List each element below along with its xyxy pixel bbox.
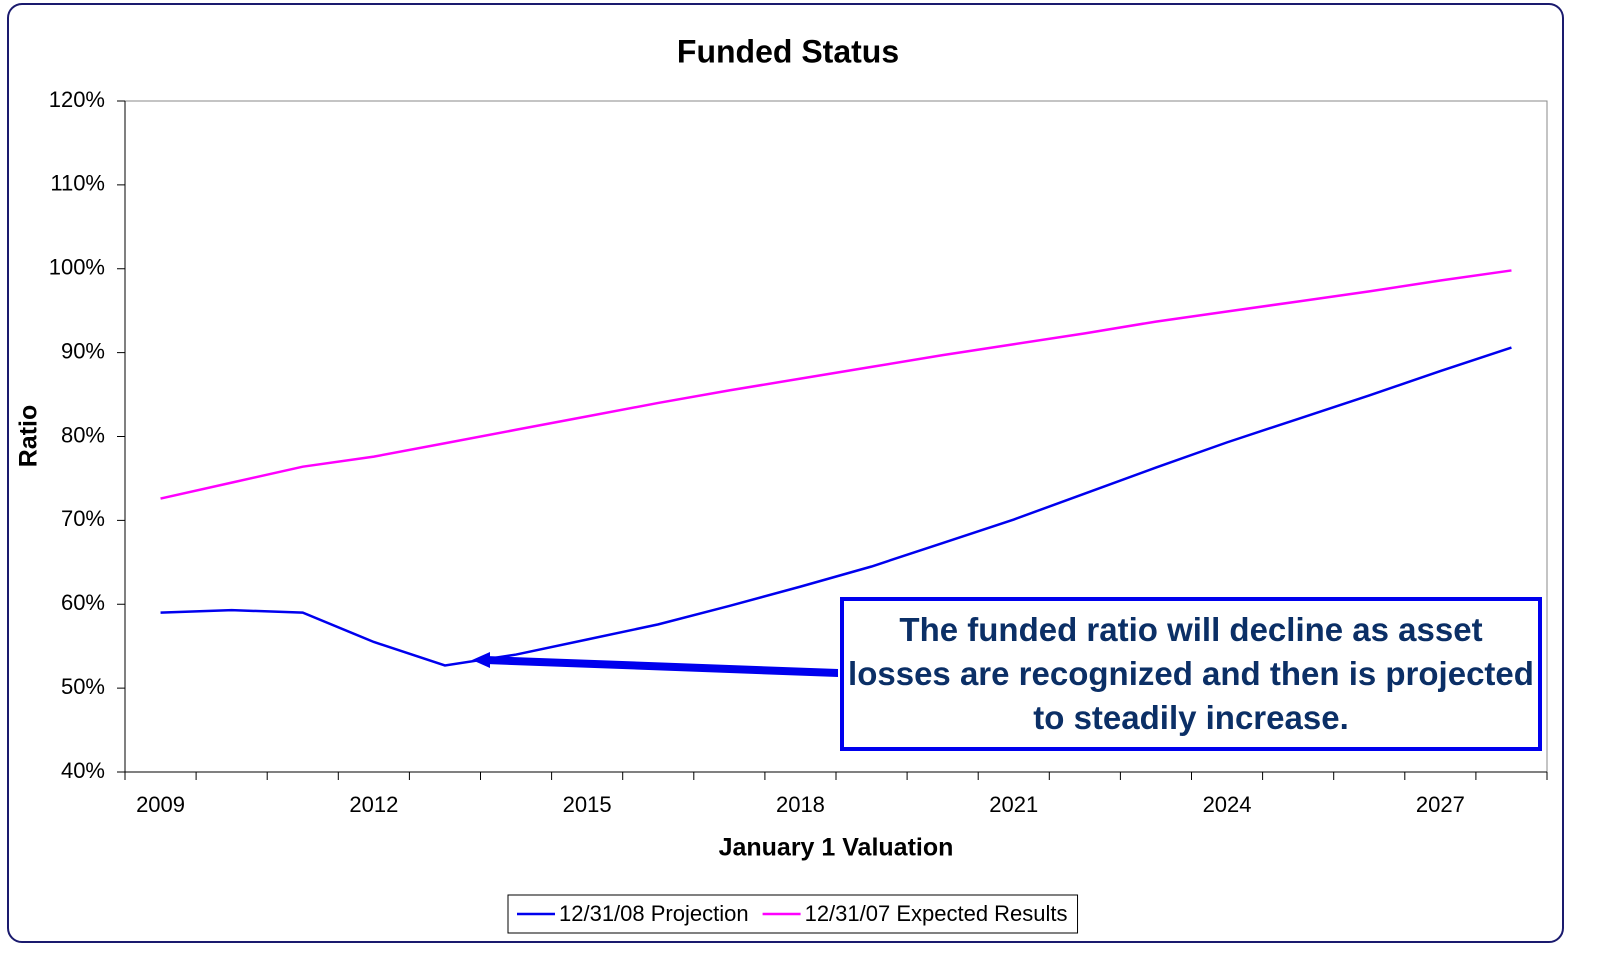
annotation: The funded ratio will decline as asset l… — [840, 597, 1542, 751]
y-tick-label: 110% — [50, 171, 105, 196]
y-tick-label: 100% — [49, 255, 105, 280]
y-tick-label: 90% — [61, 338, 105, 363]
chart-title: Funded Status — [677, 33, 899, 69]
x-tick-label: 2009 — [136, 792, 185, 817]
y-tick-label: 80% — [61, 422, 105, 447]
x-tick-label: 2015 — [563, 792, 612, 817]
x-tick-label: 2024 — [1203, 792, 1252, 817]
series-line — [160, 346, 1512, 667]
series-line — [160, 269, 1512, 500]
x-tick-label: 2027 — [1416, 792, 1465, 817]
x-tick-label: 2012 — [349, 792, 398, 817]
x-tick-label: 2021 — [989, 792, 1038, 817]
legend-label: 12/31/08 Projection — [559, 901, 749, 926]
y-axis-label: Ratio — [15, 405, 43, 468]
y-tick-label: 120% — [49, 87, 105, 112]
x-axis-label: January 1 Valuation — [719, 834, 954, 862]
legend-label: 12/31/07 Expected Results — [805, 901, 1068, 926]
y-tick-label: 60% — [61, 590, 105, 615]
y-tick-label: 40% — [61, 758, 105, 783]
annotation-arrow — [486, 656, 838, 677]
y-tick-label: 50% — [61, 674, 105, 699]
x-tick-label: 2018 — [776, 792, 825, 817]
y-tick-label: 70% — [61, 506, 105, 531]
